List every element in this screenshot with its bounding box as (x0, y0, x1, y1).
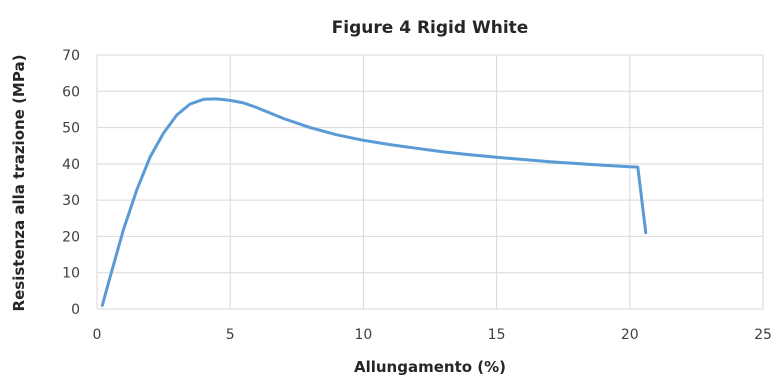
x-tick-label: 10 (354, 327, 372, 343)
y-tick-label: 50 (62, 121, 80, 137)
series-line (100, 97, 648, 307)
y-tick-label: 30 (62, 193, 80, 209)
x-tick-label: 5 (226, 327, 235, 343)
tick-labels: 0 10 20 30 40 50 60 70 0 5 10 15 20 25 (62, 48, 772, 343)
x-tick-label: 15 (488, 327, 506, 343)
x-tick-label: 0 (93, 327, 102, 343)
chart-title: Figure 4 Rigid White (332, 18, 529, 38)
y-tick-label: 40 (62, 157, 80, 173)
x-axis-label: Allungamento (%) (354, 358, 506, 376)
y-tick-label: 20 (62, 229, 80, 245)
grid-lines (96, 54, 764, 310)
y-tick-label: 70 (62, 48, 80, 64)
x-tick-label: 25 (754, 327, 772, 343)
y-tick-label: 0 (71, 302, 80, 318)
y-tick-label: 60 (62, 84, 80, 100)
series-layer (100, 97, 648, 307)
y-axis-label: Resistenza alla trazione (MPa) (10, 55, 28, 312)
x-tick-label: 20 (621, 327, 639, 343)
y-tick-label: 10 (62, 266, 80, 282)
